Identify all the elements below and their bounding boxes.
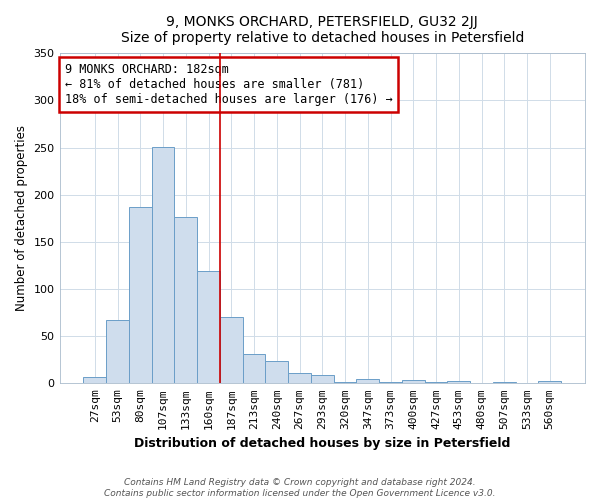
Text: Contains HM Land Registry data © Crown copyright and database right 2024.
Contai: Contains HM Land Registry data © Crown c… bbox=[104, 478, 496, 498]
Bar bbox=[379, 382, 402, 384]
Bar bbox=[448, 382, 470, 384]
Bar bbox=[265, 360, 288, 384]
Bar bbox=[493, 382, 515, 384]
Bar bbox=[425, 382, 448, 384]
Bar bbox=[288, 373, 311, 384]
Bar bbox=[356, 378, 379, 384]
Title: 9, MONKS ORCHARD, PETERSFIELD, GU32 2JJ
Size of property relative to detached ho: 9, MONKS ORCHARD, PETERSFIELD, GU32 2JJ … bbox=[121, 15, 524, 45]
Bar bbox=[242, 354, 265, 384]
X-axis label: Distribution of detached houses by size in Petersfield: Distribution of detached houses by size … bbox=[134, 437, 511, 450]
Bar bbox=[334, 382, 356, 384]
Bar bbox=[175, 218, 197, 384]
Bar bbox=[152, 146, 175, 384]
Text: 9 MONKS ORCHARD: 182sqm
← 81% of detached houses are smaller (781)
18% of semi-d: 9 MONKS ORCHARD: 182sqm ← 81% of detache… bbox=[65, 63, 392, 106]
Y-axis label: Number of detached properties: Number of detached properties bbox=[15, 126, 28, 312]
Bar bbox=[129, 207, 152, 384]
Bar bbox=[311, 375, 334, 384]
Bar bbox=[197, 271, 220, 384]
Bar bbox=[402, 380, 425, 384]
Bar bbox=[538, 382, 561, 384]
Bar bbox=[220, 318, 242, 384]
Bar bbox=[106, 320, 129, 384]
Bar bbox=[83, 376, 106, 384]
